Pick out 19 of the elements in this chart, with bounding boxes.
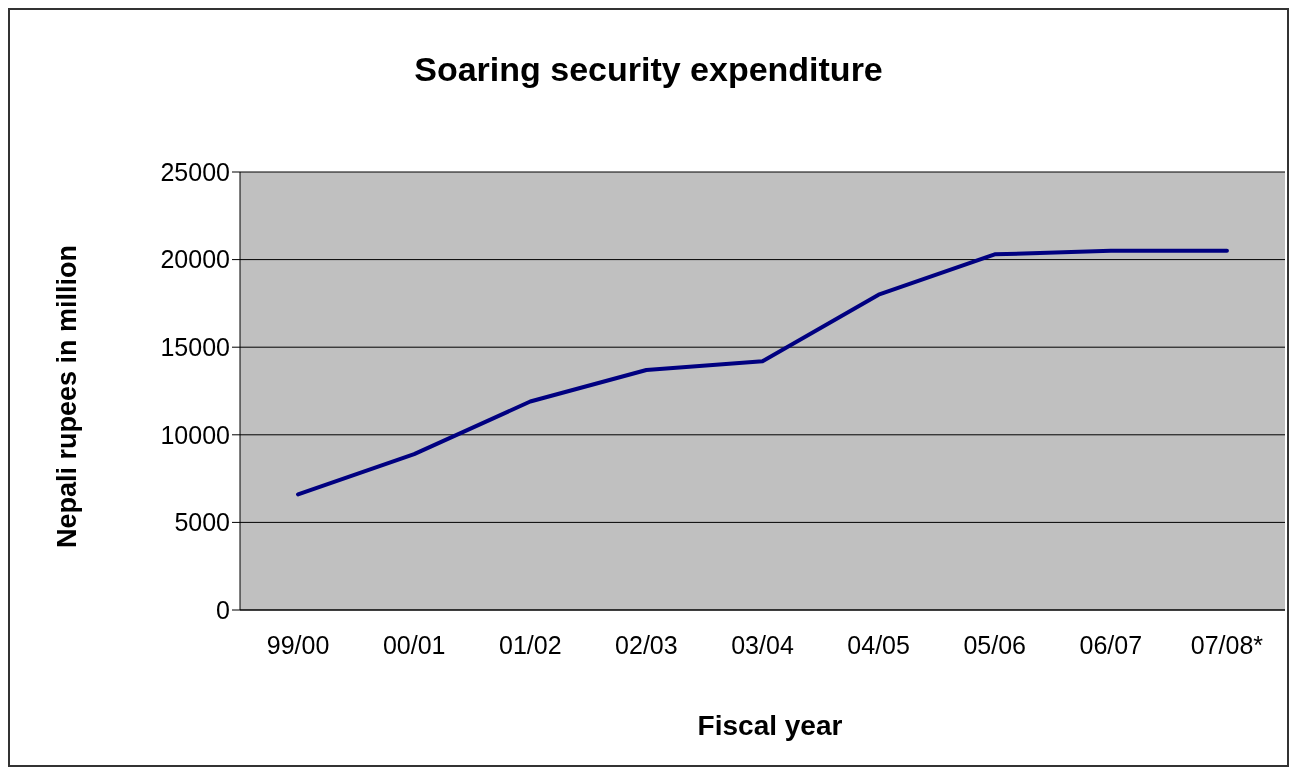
x-tick-label: 05/06 xyxy=(963,630,1026,659)
x-tick-label: 99/00 xyxy=(266,630,330,659)
x-tick-label: 01/02 xyxy=(499,630,562,659)
x-tick-label: 02/03 xyxy=(615,630,678,659)
line-series xyxy=(296,248,1229,497)
y-axis-title: Nepali rupees in million xyxy=(52,244,84,549)
y-tick-label: 20000 xyxy=(160,245,230,274)
x-tick-label: 07/08* xyxy=(1190,630,1264,659)
y-tick-label: 0 xyxy=(216,595,230,624)
x-tick-label: 04/05 xyxy=(847,630,910,659)
y-tick-label: 5000 xyxy=(174,508,230,537)
y-tick-label: 25000 xyxy=(160,157,230,186)
y-tick-label: 10000 xyxy=(160,420,230,449)
x-tick-label: 00/01 xyxy=(382,630,446,659)
x-axis-title: Fiscal year xyxy=(696,710,844,742)
chart-title: Soaring security expenditure xyxy=(413,50,884,89)
x-tick-label: 03/04 xyxy=(731,630,794,659)
y-tick-label: 15000 xyxy=(160,333,230,362)
x-tick-label: 06/07 xyxy=(1079,630,1143,659)
